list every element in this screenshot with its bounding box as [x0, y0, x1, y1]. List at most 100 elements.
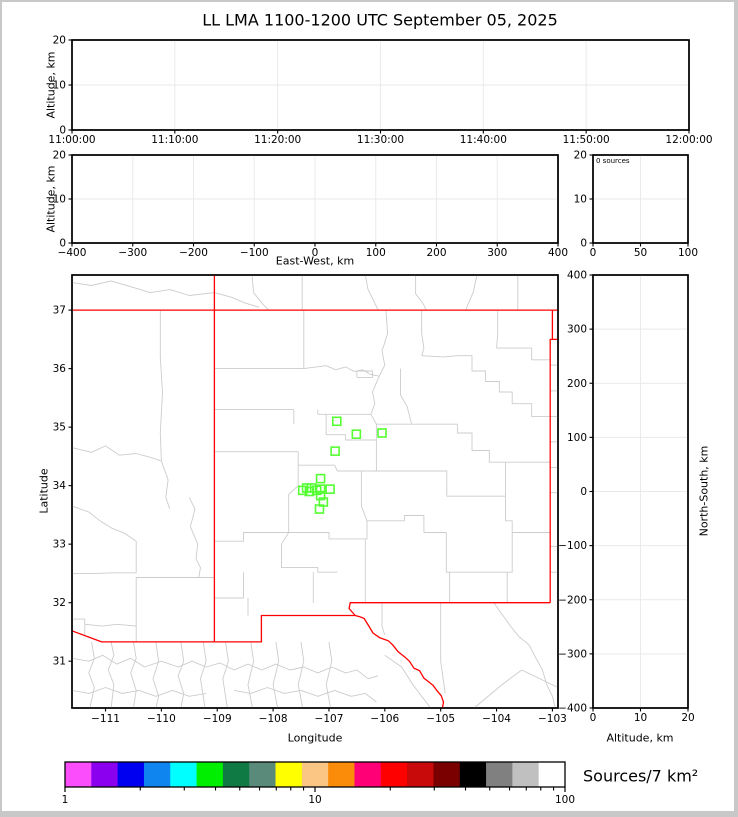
tick-label: 100 — [678, 247, 698, 259]
colorbar-segment — [91, 762, 119, 787]
tick-label: −100 — [240, 247, 269, 259]
county-line — [496, 310, 499, 349]
county-line — [381, 602, 386, 636]
county-line — [370, 376, 380, 415]
county-line — [72, 505, 137, 573]
colorbar-segment — [170, 762, 198, 787]
altitude-histogram-panel: 0 50 100 0 10 20 — [574, 150, 698, 260]
lma-station-marker — [331, 416, 342, 427]
county-line — [378, 310, 389, 377]
tick-label: 11:10:00 — [151, 134, 198, 146]
colorbar-segment — [222, 762, 250, 787]
tick-label: 0 — [312, 247, 319, 259]
map-county-lines — [72, 275, 558, 708]
county-line — [177, 641, 185, 708]
tick-label: 12:00:00 — [665, 134, 712, 146]
colorbar-segment — [143, 762, 171, 787]
county-line — [360, 471, 368, 521]
county-line — [159, 310, 163, 462]
map-ylabel: Latitude — [37, 468, 51, 514]
tick-label: −100 — [558, 540, 587, 552]
colorbar-segment — [117, 762, 145, 787]
colorbar-segment — [433, 762, 461, 787]
colorbar-segment — [380, 762, 408, 787]
county-line — [507, 532, 513, 573]
county-line — [247, 641, 255, 708]
county-line — [364, 275, 379, 311]
county-line — [233, 687, 377, 703]
tick-label: −200 — [179, 247, 208, 259]
tick-label: 20 — [53, 150, 66, 162]
state-border — [549, 310, 554, 603]
county-line — [424, 470, 506, 497]
county-line — [214, 532, 289, 542]
tick-label: −300 — [118, 247, 147, 259]
tick-label: −110 — [147, 713, 176, 725]
tick-label: 11:30:00 — [357, 134, 404, 146]
tick-label: 50 — [634, 247, 647, 259]
county-line — [130, 641, 137, 708]
colorbar-segment — [354, 762, 382, 787]
county-line — [251, 275, 269, 311]
tick-label: −400 — [58, 247, 87, 259]
county-line — [188, 497, 201, 578]
state-border — [72, 630, 215, 643]
tick-label: −109 — [203, 713, 232, 725]
colorbar-segment — [196, 762, 224, 787]
county-line — [505, 496, 513, 533]
tick-label: 0 — [59, 238, 66, 250]
county-line — [152, 641, 160, 708]
tick-label: 31 — [53, 656, 66, 668]
county-line — [421, 310, 425, 356]
colorbar-segment — [459, 762, 487, 787]
county-line — [325, 641, 333, 708]
county-line — [356, 370, 373, 378]
county-line — [214, 572, 244, 599]
tick-label: 0 — [590, 712, 597, 724]
colorbar-segment — [512, 762, 540, 787]
colorbar: 1 10 100 — [62, 761, 575, 806]
tick-label: 0 — [580, 486, 587, 498]
tick-label: 300 — [487, 247, 507, 259]
county-line — [496, 347, 551, 361]
county-line — [325, 414, 377, 441]
county-line — [72, 572, 137, 574]
county-line — [72, 618, 86, 637]
tick-label: −111 — [91, 713, 120, 725]
tick-label: 33 — [53, 539, 66, 551]
tick-label: 10 — [574, 194, 587, 206]
tick-label: −200 — [558, 594, 587, 606]
county-line — [456, 424, 513, 463]
lma-station-marker — [315, 473, 326, 484]
lma-station-marker — [315, 484, 326, 494]
tick-label: 35 — [53, 422, 66, 434]
map-layers — [72, 275, 558, 708]
county-line — [493, 602, 556, 708]
county-line — [272, 641, 280, 708]
tick-label: 10 — [308, 794, 321, 806]
county-line — [72, 654, 379, 680]
tick-label: 34 — [53, 480, 67, 492]
county-line — [473, 669, 558, 708]
ns-panel-xlabel: Altitude, km — [606, 731, 674, 745]
colorbar-label: Sources/7 km² — [583, 766, 699, 786]
map-state-borders — [72, 275, 558, 708]
county-line — [72, 445, 162, 462]
county-line — [367, 515, 425, 533]
county-line — [88, 641, 95, 708]
county-line — [135, 577, 215, 642]
state-border — [355, 614, 445, 708]
tick-label: −108 — [259, 713, 288, 725]
tick-label: 10 — [53, 80, 66, 92]
county-line — [298, 464, 425, 472]
ew-panel-ylabel: Altitude, km — [44, 165, 58, 233]
tick-label: 100 — [567, 432, 587, 444]
colorbar-segment — [328, 762, 355, 787]
colorbar-segment — [301, 762, 329, 787]
county-line — [415, 275, 427, 311]
tick-label: 200 — [426, 247, 446, 259]
tick-label: 20 — [53, 35, 66, 47]
lma-station-marker — [297, 485, 308, 496]
colorbar-segment — [249, 762, 277, 787]
